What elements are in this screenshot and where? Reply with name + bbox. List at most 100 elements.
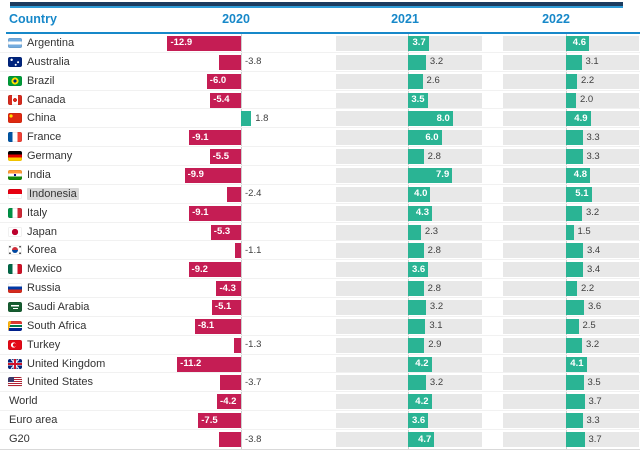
axis-line-2020 bbox=[241, 71, 242, 90]
value-label-2020: -3.8 bbox=[245, 56, 262, 68]
bar-2022 bbox=[566, 413, 583, 429]
value-label-2022: 3.3 bbox=[586, 150, 600, 162]
value-label-2022: 2.0 bbox=[580, 94, 594, 105]
bar-2020 bbox=[211, 300, 241, 316]
bar-2021 bbox=[408, 394, 432, 410]
country-label: Euro area bbox=[9, 414, 58, 427]
value-label-2022: 3.3 bbox=[586, 131, 600, 143]
axis-line-2020 bbox=[241, 279, 242, 298]
top-accent-line bbox=[10, 6, 623, 8]
bar-2021 bbox=[408, 356, 432, 372]
country-label: United Kingdom bbox=[27, 357, 106, 370]
value-label-2021: 2.9 bbox=[428, 339, 442, 351]
table-row: Brazil -6.0 2.6 2.2 bbox=[0, 71, 640, 91]
value-label-2022: 4.8 bbox=[573, 169, 587, 181]
bar-2021 bbox=[408, 205, 433, 221]
table-row: Italy -9.1 4.3 3.2 bbox=[0, 203, 640, 223]
value-label-2021: 2.6 bbox=[426, 75, 440, 87]
bar-2022 bbox=[566, 281, 577, 297]
axis-line-2020 bbox=[241, 52, 242, 71]
bar-2020 bbox=[219, 375, 241, 391]
value-label-2022: 5.1 bbox=[575, 188, 589, 200]
value-label-2020: -3.8 bbox=[245, 433, 262, 445]
axis-line-2020 bbox=[241, 260, 242, 279]
bar-2020 bbox=[167, 36, 241, 51]
bar-2021 bbox=[408, 318, 426, 334]
country-label: China bbox=[27, 112, 56, 125]
value-label-2022: 2.5 bbox=[582, 320, 596, 332]
table-row: Turkey -1.3 2.9 3.2 bbox=[0, 335, 640, 355]
bar-2022 bbox=[566, 186, 592, 202]
value-label-2022: 3.1 bbox=[585, 56, 599, 68]
country-label: Saudi Arabia bbox=[27, 300, 90, 313]
table-body: Argentina -12.9 3.7 4.6 Australia -3.8 3.2 3… bbox=[0, 34, 640, 450]
top-accent-bar bbox=[10, 2, 623, 6]
value-label-2022: 1.5 bbox=[577, 226, 591, 238]
bar-2021 bbox=[408, 224, 421, 240]
bar-2021 bbox=[408, 300, 426, 316]
value-label-2020: -7.5 bbox=[201, 414, 218, 426]
axis-line-2020 bbox=[241, 34, 242, 52]
flag-brazil-icon bbox=[8, 75, 22, 86]
value-label-2022: 2.2 bbox=[581, 75, 595, 87]
bar-2020 bbox=[177, 356, 241, 372]
flag-south-africa-icon bbox=[8, 320, 22, 331]
value-label-2021: 8.0 bbox=[436, 112, 450, 124]
bar-2022 bbox=[566, 149, 583, 165]
table-row: Australia -3.8 3.2 3.1 bbox=[0, 52, 640, 72]
country-label: Canada bbox=[27, 93, 66, 106]
bar-2021 bbox=[408, 111, 453, 127]
table-row: Euro area -7.5 3.6 3.3 bbox=[0, 411, 640, 431]
table-row: France -9.1 6.0 3.3 bbox=[0, 128, 640, 148]
axis-line-2020 bbox=[241, 411, 242, 430]
value-label-2020: -6.0 bbox=[209, 75, 227, 87]
table-header: Country 2020 2021 2022 bbox=[0, 8, 640, 32]
table-row: Germany -5.5 2.8 3.3 bbox=[0, 147, 640, 167]
bar-2022 bbox=[566, 36, 589, 51]
value-label-2022: 3.4 bbox=[587, 263, 601, 275]
bar-2022 bbox=[566, 54, 582, 70]
value-label-2020: -9.2 bbox=[191, 263, 208, 275]
value-label-2020: -9.1 bbox=[192, 131, 209, 143]
value-label-2021: 3.6 bbox=[411, 414, 426, 426]
bar-2020 bbox=[233, 337, 241, 353]
bar-2022 bbox=[566, 168, 590, 184]
axis-line-2020 bbox=[241, 373, 242, 392]
country-label: G20 bbox=[9, 433, 30, 446]
country-label: Brazil bbox=[27, 74, 55, 87]
bar-2021 bbox=[408, 186, 431, 202]
bar-2021 bbox=[408, 243, 424, 259]
value-label-2022: 4.9 bbox=[574, 112, 588, 124]
value-label-2021: 4.2 bbox=[415, 395, 429, 407]
value-label-2022: 3.2 bbox=[586, 339, 600, 351]
value-label-2020: 1.8 bbox=[255, 112, 269, 124]
axis-line-2020 bbox=[241, 90, 242, 109]
value-label-2020: -5.5 bbox=[212, 150, 230, 162]
table-row: G20 -3.8 4.7 3.7 bbox=[0, 430, 640, 449]
flag-australia-icon bbox=[8, 56, 22, 67]
value-label-2022: 4.1 bbox=[570, 358, 584, 370]
country-label: World bbox=[9, 395, 38, 408]
bar-2021 bbox=[408, 149, 424, 165]
bar-2020 bbox=[198, 413, 241, 429]
flag-united-kingdom-icon bbox=[8, 358, 22, 369]
column-header-2022: 2022 bbox=[542, 12, 570, 26]
table-row: Korea -1.1 2.8 3.4 bbox=[0, 241, 640, 261]
country-label: Korea bbox=[27, 244, 57, 257]
flag-china-icon bbox=[8, 113, 22, 124]
axis-line-2020 bbox=[241, 316, 242, 335]
value-label-2020: -8.1 bbox=[197, 320, 215, 332]
bar-2022 bbox=[566, 92, 576, 108]
table-row: Canada -5.4 3.5 2.0 bbox=[0, 90, 640, 110]
value-label-2021: 3.7 bbox=[412, 37, 426, 49]
value-label-2021: 3.2 bbox=[429, 376, 444, 388]
flag-russia-icon bbox=[8, 283, 22, 294]
bar-2022 bbox=[566, 262, 583, 278]
bar-2020 bbox=[210, 224, 241, 240]
bar-2020 bbox=[188, 262, 241, 278]
bar-2020 bbox=[227, 186, 241, 202]
table-row: World -4.2 4.2 3.7 bbox=[0, 392, 640, 412]
bar-2021 bbox=[408, 262, 429, 278]
bar-2020 bbox=[219, 432, 241, 448]
